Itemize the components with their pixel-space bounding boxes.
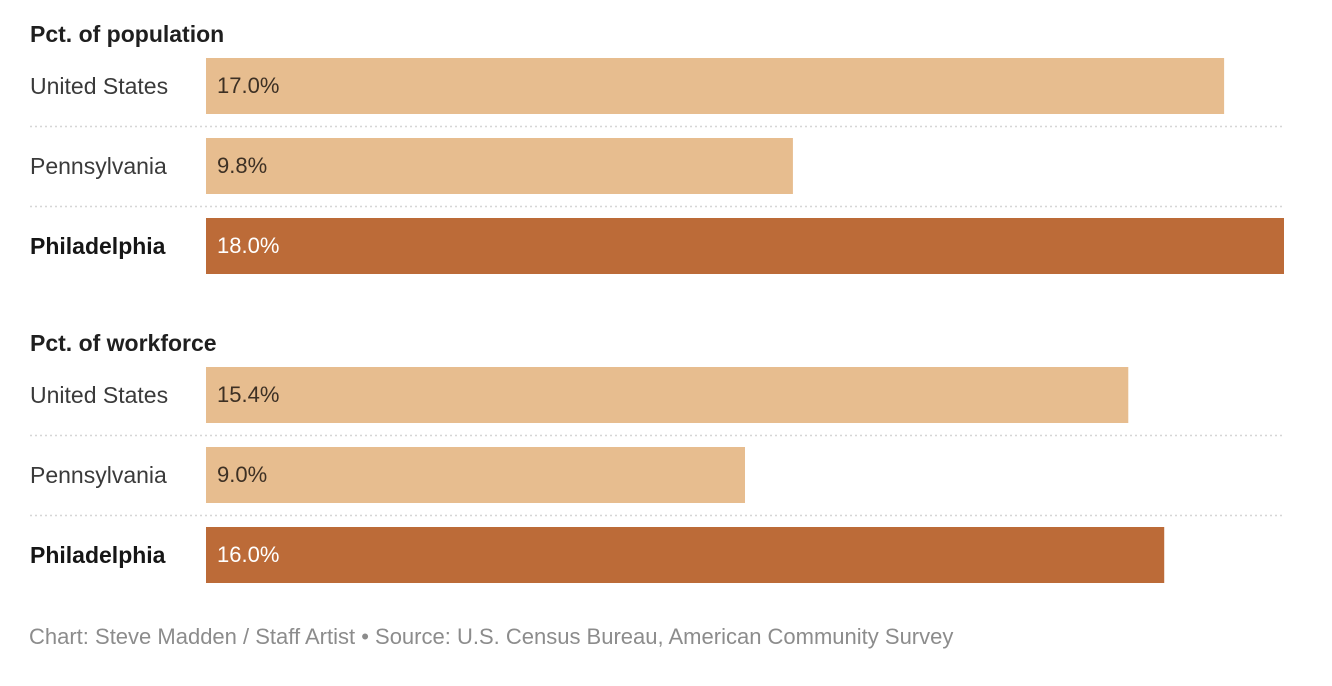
bar-population-pennsylvania — [206, 138, 793, 194]
category-label-workforce-philadelphia: Philadelphia — [30, 542, 166, 568]
value-label-population-united-states: 17.0% — [217, 73, 279, 98]
bar-population-united-states — [206, 58, 1225, 114]
bar-chart: Pct. of population United States 17.0% Penn… — [30, 21, 1284, 583]
value-label-workforce-united-states: 15.4% — [217, 382, 279, 407]
value-label-workforce-philadelphia: 16.0% — [217, 542, 279, 567]
value-label-population-philadelphia: 18.0% — [217, 233, 279, 258]
category-label-population-philadelphia: Philadelphia — [30, 233, 166, 259]
category-label-workforce-united-states: United States — [30, 382, 168, 408]
category-label-population-united-states: United States — [30, 73, 168, 99]
value-label-workforce-pennsylvania: 9.0% — [217, 462, 267, 487]
category-label-population-pennsylvania: Pennsylvania — [30, 153, 167, 179]
category-label-workforce-pennsylvania: Pennsylvania — [30, 462, 167, 488]
bar-workforce-united-states — [206, 367, 1129, 423]
chart-source-credit: Chart: Steve Madden / Staff Artist • Sou… — [29, 624, 954, 649]
panel-title-workforce: Pct. of workforce — [30, 330, 217, 356]
bar-workforce-pennsylvania — [206, 447, 745, 503]
bar-population-philadelphia — [206, 218, 1284, 274]
bar-workforce-philadelphia — [206, 527, 1165, 583]
panel-title-population: Pct. of population — [30, 21, 224, 47]
value-label-population-pennsylvania: 9.8% — [217, 153, 267, 178]
